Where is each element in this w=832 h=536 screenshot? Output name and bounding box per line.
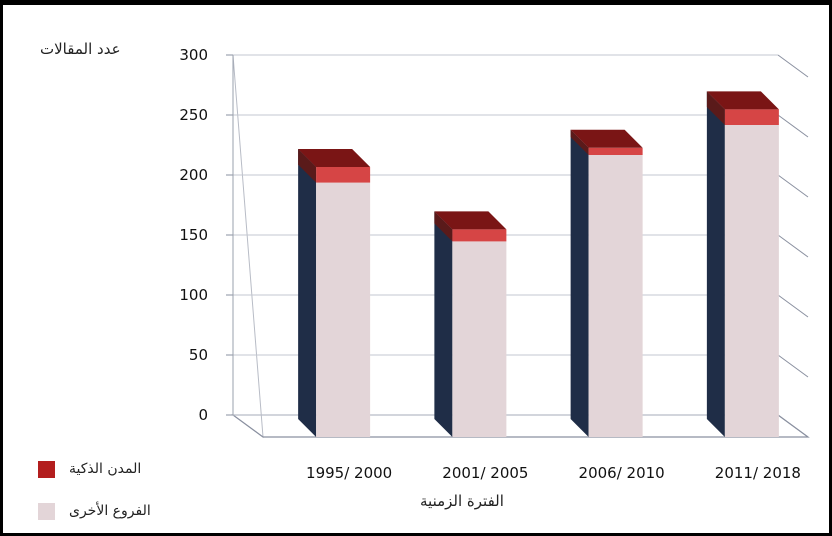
bar-smart-cities (724, 109, 779, 125)
legend-swatch-other-branches (38, 502, 55, 520)
x-axis-label: الفترة الزمنية (420, 492, 504, 510)
x-tick-label: 1995/ 2000 (306, 464, 392, 482)
legend-label-other-branches: الفروع الأخرى (69, 503, 151, 519)
bar-side (706, 91, 725, 438)
y-tick-label: 100 (179, 286, 208, 304)
bar-side-smart-cities (434, 211, 453, 242)
legend-item-other-branches: الفروع الأخرى (38, 490, 151, 532)
y-tick-label: 200 (179, 166, 208, 184)
bar-side (434, 211, 453, 437)
bar-other-branches (724, 125, 779, 437)
gridline-depth (777, 354, 809, 378)
bar-other-branches (588, 155, 643, 437)
legend-swatch-smart-cities (38, 460, 55, 478)
gridline-depth (777, 414, 809, 438)
bar-top (706, 91, 779, 110)
bar-smart-cities (316, 167, 371, 183)
gridline-depth (777, 114, 809, 138)
bar-side-smart-cities (570, 129, 589, 155)
bar-side (570, 129, 589, 438)
bar-other-branches (316, 182, 371, 437)
y-tick-label: 0 (198, 406, 208, 424)
y-tick-label: 250 (179, 106, 208, 124)
bar-smart-cities (588, 147, 643, 155)
bar-smart-cities (452, 229, 507, 242)
bar-side-smart-cities (298, 149, 317, 183)
left-wall (232, 54, 264, 439)
bar-other-branches (452, 241, 507, 437)
legend-label-smart-cities: المدن الذكية (69, 461, 142, 477)
y-tick-label: 50 (189, 346, 208, 364)
bar-side-smart-cities (706, 91, 725, 125)
x-tick-label: 2006/ 2010 (579, 464, 665, 482)
legend-item-smart-cities: المدن الذكية (38, 448, 151, 490)
gridline-depth (777, 54, 809, 78)
bar-top (570, 129, 643, 148)
bar-top (298, 149, 371, 167)
x-tick-label: 2011/ 2018 (715, 464, 801, 482)
gridline-depth (777, 174, 809, 198)
y-axis-label: عدد المقالات (40, 40, 121, 58)
y-tick-label: 300 (179, 46, 208, 64)
bar-side (298, 149, 317, 437)
y-tick-label: 150 (179, 226, 208, 244)
legend: المدن الذكية الفروع الأخرى (38, 448, 151, 532)
x-tick-label: 2001/ 2005 (442, 464, 528, 482)
bar-top (434, 211, 507, 230)
gridline-depth (777, 234, 809, 258)
gridline-depth (777, 294, 809, 318)
